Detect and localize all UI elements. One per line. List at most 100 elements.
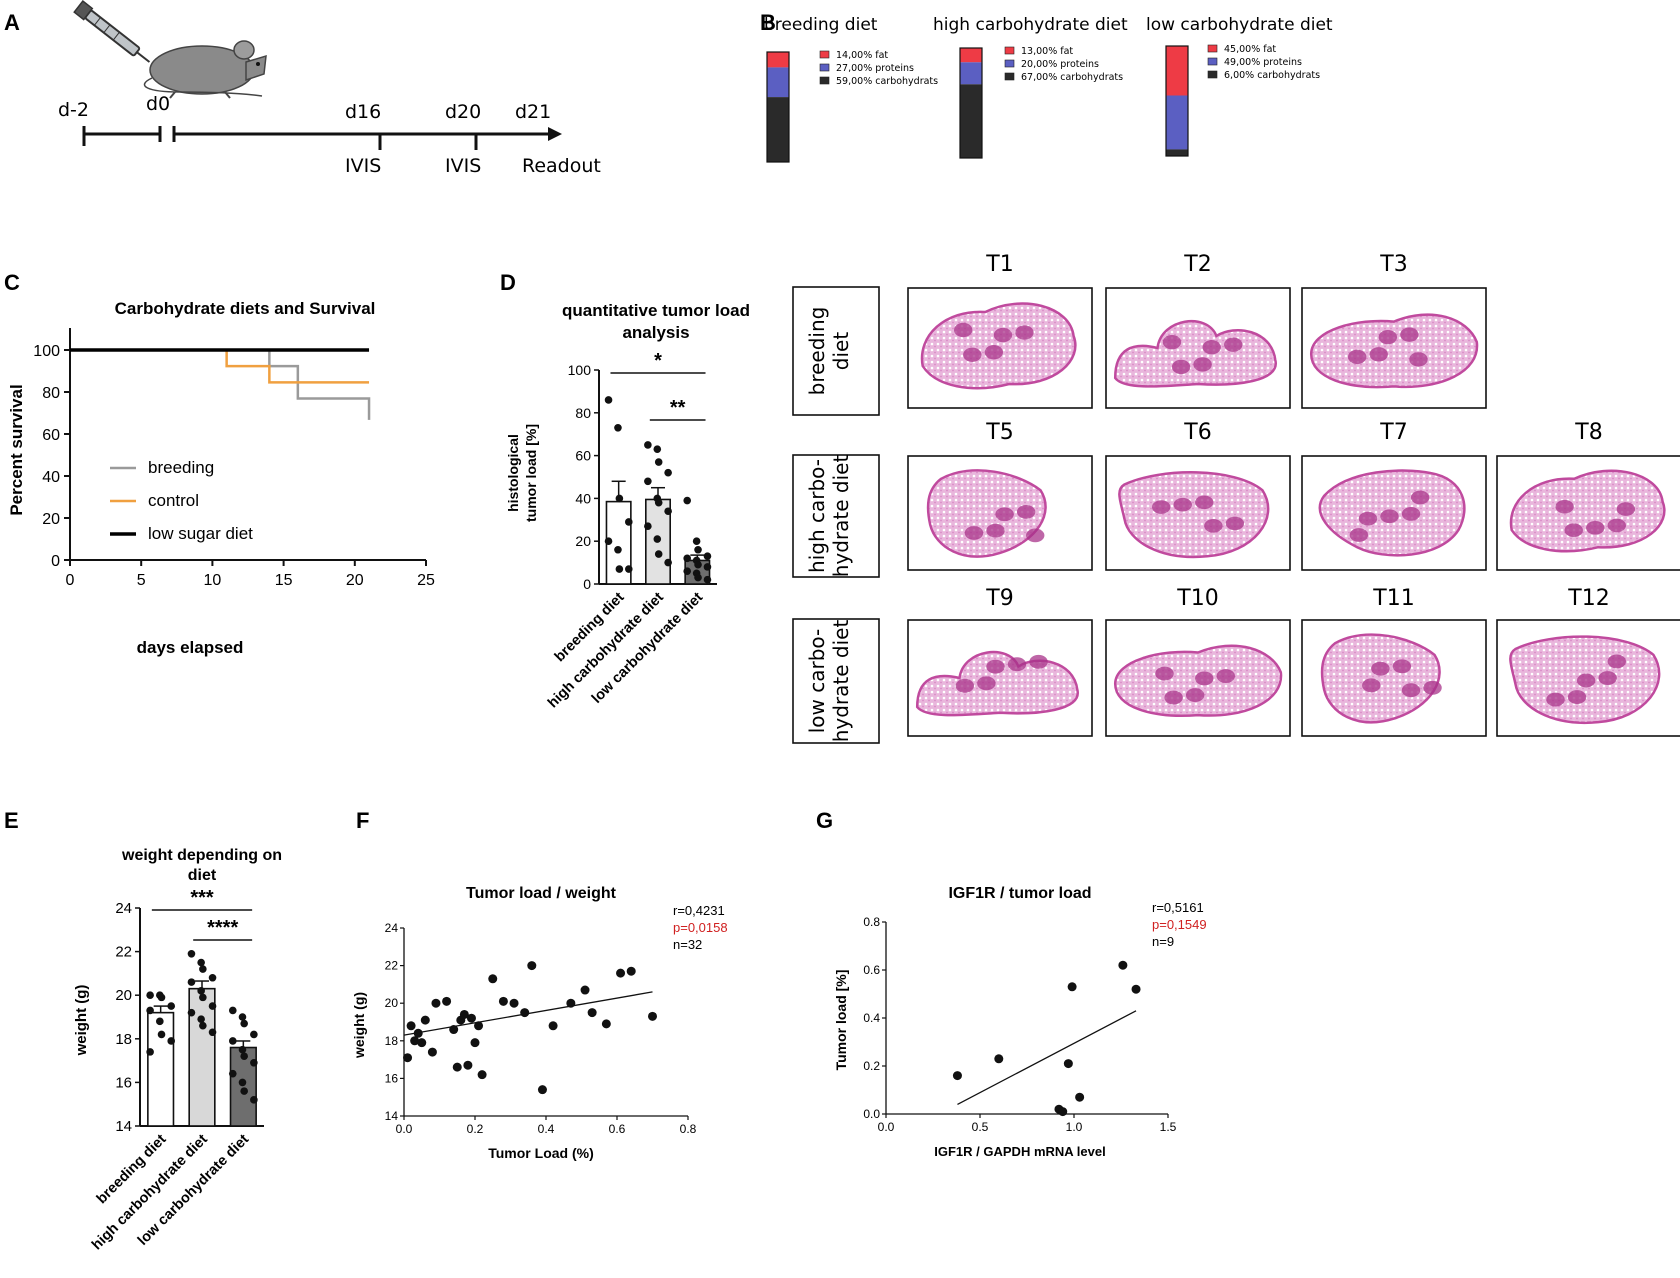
histology-row-label-box: [792, 286, 880, 416]
histology-sample-label: T2: [1183, 252, 1211, 277]
panel-letter-b: B: [760, 10, 776, 35]
data-point: [157, 993, 166, 1002]
panel-letter-d: D: [500, 270, 516, 295]
tumor-focus: [1555, 499, 1574, 514]
histology-sample-label: T6: [1183, 420, 1211, 445]
tumor-load-ylabel-line1: histological: [505, 434, 521, 512]
tumor-focus: [1586, 520, 1605, 535]
tumor-focus: [1029, 654, 1048, 669]
tumor-focus: [1358, 511, 1378, 526]
scatter-f-p: p=0,0158: [673, 920, 728, 935]
tumor-focus: [1371, 661, 1390, 676]
diet-legend-swatch: [819, 76, 830, 85]
data-point: [615, 494, 624, 503]
data-point: [694, 560, 702, 569]
data-point: [527, 961, 537, 971]
diet-bar-carb: [767, 97, 789, 162]
diet-legend-swatch: [1004, 59, 1015, 68]
data-point: [199, 993, 207, 1002]
tumor-focus: [1380, 509, 1399, 524]
histology-sample-label: T3: [1379, 252, 1407, 277]
diet-legend-swatch: [1207, 44, 1218, 53]
y-tick-label: 20: [42, 511, 60, 528]
tissue-section-image: [1113, 320, 1277, 388]
panel-g-igf1r-scatter: IGF1R / tumor load IGF1R / GAPDH mRNA le…: [833, 885, 1207, 1159]
tissue-section-image: [926, 469, 1047, 558]
diet-bar-carb: [1166, 149, 1188, 156]
y-tick-label: 18: [115, 1031, 132, 1048]
tumor-focus: [1401, 507, 1421, 521]
x-tick-label: 0.5: [972, 1120, 989, 1134]
diet-bar-fat: [767, 52, 789, 68]
data-point: [648, 1011, 657, 1021]
significance-label: **: [670, 397, 686, 419]
panel-c-survival-chart: Carbohydrate diets and Survival days ela…: [7, 299, 435, 657]
diet-legend-swatch: [819, 63, 830, 72]
data-point: [654, 498, 663, 507]
y-tick-label: 0.6: [863, 963, 880, 977]
data-point: [624, 565, 633, 573]
tumor-focus: [1016, 505, 1036, 519]
panel-letter-c: C: [4, 270, 20, 295]
data-point: [615, 565, 624, 573]
diet-legend-swatch: [1004, 46, 1015, 55]
data-point: [994, 1054, 1004, 1064]
data-point: [197, 1015, 205, 1023]
x-tick-label: 25: [417, 572, 435, 589]
data-point: [683, 554, 692, 563]
timeline-label-d21: d21: [515, 101, 551, 123]
regression-line: [957, 1010, 1137, 1105]
data-point: [417, 1038, 427, 1048]
x-tick-label: 20: [346, 572, 364, 589]
data-point: [703, 563, 712, 571]
tumor-focus: [1607, 654, 1626, 669]
data-point: [644, 441, 652, 449]
data-point: [187, 1008, 196, 1017]
data-point: [477, 1070, 487, 1080]
data-point: [208, 1002, 217, 1010]
tumor-focus: [1410, 490, 1430, 505]
scatter-f-xlabel: Tumor Load (%): [488, 1145, 594, 1161]
tumor-focus: [1155, 666, 1174, 681]
tumor-focus: [1026, 528, 1045, 543]
data-point: [250, 1058, 258, 1067]
tissue-section-image: [1118, 471, 1270, 559]
y-tick-label: 22: [115, 944, 132, 961]
data-point: [664, 558, 672, 567]
histology-sample-label: T1: [985, 252, 1013, 277]
survival-title: Carbohydrate diets and Survival: [115, 299, 376, 318]
timeline-label-d0: d0: [146, 93, 170, 115]
data-point: [653, 445, 662, 453]
tumor-focus: [984, 345, 1004, 360]
tumor-focus: [1185, 688, 1205, 703]
timeline-label-d16: d16: [345, 101, 381, 123]
tumor-focus: [1546, 692, 1565, 707]
data-point: [694, 545, 702, 554]
tissue-section-image: [1320, 633, 1441, 724]
tumor-focus: [1225, 516, 1245, 531]
data-point: [952, 1071, 962, 1081]
data-point: [250, 1030, 258, 1039]
tumor-focus: [995, 507, 1014, 522]
tumor-focus: [955, 678, 975, 693]
histology-row-label-box: [792, 454, 880, 578]
data-point: [644, 522, 652, 531]
x-tick-label: 0.0: [396, 1122, 413, 1136]
data-point: [580, 985, 590, 995]
diet-legend-label: 6,00% carbohydrats: [1224, 70, 1320, 81]
data-point: [459, 1009, 469, 1019]
timeline-event-readout: Readout: [522, 155, 601, 177]
y-tick-label: 14: [115, 1118, 132, 1135]
y-tick-label: 0.2: [863, 1059, 880, 1073]
data-point: [520, 1008, 530, 1018]
diet-bar-fat: [960, 48, 982, 63]
histology-row-label: breeding: [805, 307, 829, 396]
data-point: [470, 1038, 480, 1048]
data-point: [614, 423, 622, 432]
histology-grid: breeding diet T1 T2 T3 high carbo-hydrate die…: [792, 252, 1680, 744]
data-point: [187, 978, 196, 986]
data-point: [703, 575, 712, 584]
data-point: [1058, 1107, 1068, 1117]
significance-label: ****: [207, 917, 238, 939]
x-tick-label: 0.4: [538, 1122, 555, 1136]
